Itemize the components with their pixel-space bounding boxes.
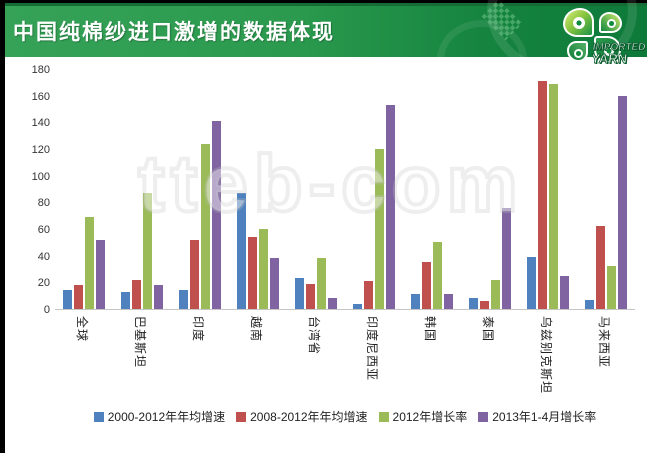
legend-swatch (93, 411, 104, 422)
bar (295, 278, 304, 309)
legend-swatch (478, 411, 489, 422)
legend-swatch (378, 411, 389, 422)
bar (201, 143, 210, 309)
bar (502, 207, 511, 309)
y-axis: 0 20 40 60 80 100 120 140 160 180 (18, 64, 50, 316)
y-tick-label: 40 (37, 250, 50, 263)
category-label: 越南 (249, 316, 263, 343)
legend-item: 2012年增长率 (378, 408, 468, 425)
y-tick-label: 80 (37, 197, 50, 210)
bar (422, 262, 431, 309)
clover-leaf-icon (563, 8, 594, 37)
bar (433, 242, 442, 309)
category-label: 印度 (191, 316, 205, 343)
bar (585, 299, 594, 309)
leaf-hole (604, 46, 614, 56)
category-label: 印度尼西亚 (365, 316, 379, 382)
bar (270, 258, 279, 309)
bar (411, 294, 420, 309)
bar (121, 291, 130, 309)
bar (132, 279, 141, 309)
clover-leaf-icon (594, 36, 621, 63)
y-tick-label: 100 (31, 170, 50, 183)
bar (317, 258, 326, 309)
leaf-hole (607, 19, 616, 28)
bar (63, 290, 72, 309)
bar (306, 283, 315, 309)
bar (375, 149, 384, 309)
category-label: 全球 (75, 316, 89, 343)
bar (353, 303, 362, 309)
bar (237, 193, 246, 309)
bar (560, 275, 569, 309)
legend-label: 2000-2012年年均增速 (107, 410, 226, 424)
legend-item: 2000-2012年年均增速 (93, 408, 226, 425)
imported-yarn-logo: IMPORTED YARN (558, 5, 647, 69)
clover-leaf-icon (567, 41, 588, 62)
left-border (0, 0, 5, 453)
category-label: 巴基斯坦 (133, 316, 147, 369)
bar (143, 193, 152, 309)
bar (596, 226, 605, 309)
category-label: 马来西亚 (597, 316, 611, 369)
bar (364, 281, 373, 309)
page-title: 中国纯棉纱进口激增的数据体现 (13, 21, 335, 44)
top-border (0, 0, 647, 3)
bar (386, 105, 395, 309)
legend-label: 2013年1-4月增长率 (492, 410, 597, 424)
bar (549, 83, 558, 309)
bar (74, 285, 83, 309)
bar (444, 294, 453, 309)
category-label: 韩国 (423, 316, 437, 343)
clover-leaf-icon (599, 12, 622, 33)
category-label: 乌兹别克斯坦 (539, 316, 553, 395)
bar (154, 285, 163, 309)
bar (179, 290, 188, 309)
logo-line2: YARN (590, 51, 629, 67)
category-label: 泰国 (481, 316, 495, 343)
legend-label: 2008-2012年年均增速 (250, 410, 368, 424)
y-tick-label: 180 (31, 64, 50, 76)
bar (259, 229, 268, 309)
bar (85, 217, 94, 309)
banner-arc-decoration (437, 20, 527, 100)
bar (607, 266, 616, 309)
bar (328, 298, 337, 309)
legend-swatch (236, 411, 247, 422)
legend-item: 2013年1-4月增长率 (478, 408, 596, 425)
title-banner: 中国纯棉纱进口激增的数据体现 IMPORTED YARN (5, 0, 647, 100)
leaf-hole (574, 49, 583, 58)
y-tick-label: 140 (31, 117, 50, 130)
bar (248, 237, 257, 309)
y-tick-label: 0 (43, 304, 50, 316)
bar (190, 239, 199, 309)
legend-label: 2012年增长率 (392, 410, 468, 424)
logo-text: IMPORTED YARN (590, 42, 647, 67)
leaf-hole (573, 17, 585, 29)
plot-area (55, 70, 635, 310)
bar (527, 257, 536, 309)
legend: 2000-2012年年均增速 2008-2012年年均增速 2012年增长率 2013… (48, 408, 642, 425)
y-tick-label: 60 (37, 224, 50, 236)
y-tick-label: 120 (31, 144, 50, 156)
bar (96, 239, 105, 309)
bar (212, 121, 221, 309)
legend-item: 2008-2012年年均增速 (236, 408, 368, 425)
y-tick-label: 20 (37, 277, 50, 290)
category-label: 台湾省 (307, 316, 321, 356)
bar (480, 301, 489, 309)
bar (491, 279, 500, 309)
bar (618, 95, 627, 309)
bar (538, 81, 547, 309)
y-tick-label: 160 (31, 90, 50, 103)
bar (469, 298, 478, 309)
